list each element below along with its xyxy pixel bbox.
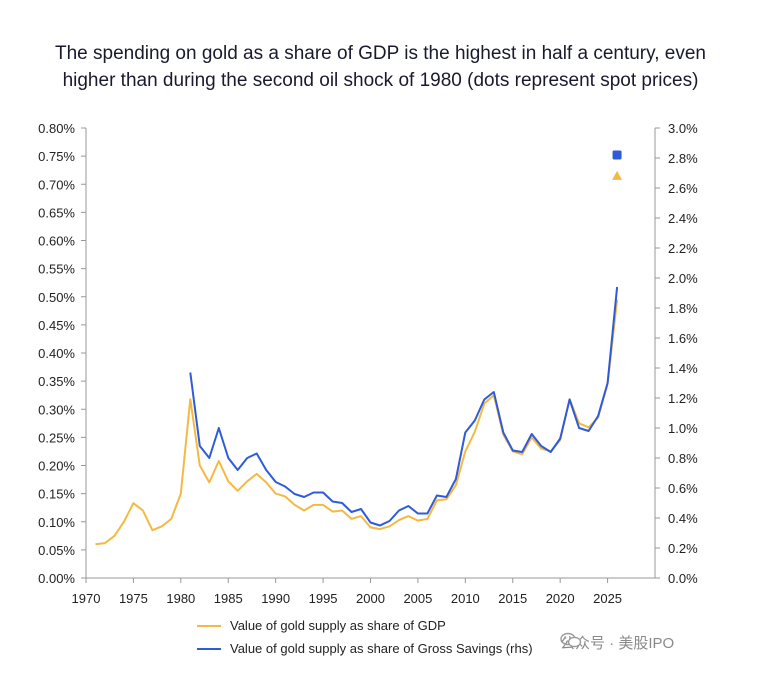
y-right-tick-label: 0.2% <box>668 541 698 556</box>
chart-series <box>95 150 623 546</box>
y-left-tick-label: 0.70% <box>38 177 75 192</box>
y-left-tick-label: 0.40% <box>38 346 75 361</box>
y-right-tick-label: 0.4% <box>668 511 698 526</box>
x-tick-label: 2015 <box>498 591 527 606</box>
y-left-tick-label: 0.50% <box>38 290 75 305</box>
y-left-tick-label: 0.30% <box>38 402 75 417</box>
chart-title-line-2: higher than during the second oil shock … <box>62 70 699 91</box>
x-tick-label: 2010 <box>451 591 480 606</box>
chart-title-line-1: The spending on gold as a share of GDP i… <box>55 43 706 64</box>
savings-spot-marker <box>612 150 622 160</box>
y-left-tick-label: 0.25% <box>38 430 75 445</box>
y-right-tick-label: 1.8% <box>668 301 698 316</box>
y-left-tick-label: 0.75% <box>38 149 75 164</box>
y-left-tick-label: 0.05% <box>38 543 75 558</box>
x-tick-label: 2005 <box>403 591 432 606</box>
y-right-tick-label: 1.4% <box>668 361 698 376</box>
y-right-tick-label: 2.6% <box>668 181 698 196</box>
gdp-share-line <box>95 299 619 546</box>
x-tick-label: 1990 <box>261 591 290 606</box>
y-right-tick-label: 2.2% <box>668 241 698 256</box>
x-tick-label: 1980 <box>166 591 195 606</box>
y-right-tick-label: 0.6% <box>668 481 698 496</box>
chart-title: The spending on gold as a share of GDP i… <box>20 40 741 94</box>
y-right-tick-label: 0.8% <box>668 451 698 466</box>
y-right-tick-label: 1.2% <box>668 391 698 406</box>
x-tick-label: 1975 <box>119 591 148 606</box>
y-left-tick-label: 0.10% <box>38 515 75 530</box>
y-right-tick-label: 0.0% <box>668 571 698 586</box>
wechat-icon <box>560 632 582 648</box>
chart-legend: Value of gold supply as share of GDP Valu… <box>197 618 533 656</box>
x-tick-label: 1985 <box>214 591 243 606</box>
watermark-text: 公众号 · 美股IPO <box>560 635 675 652</box>
y-right-tick-label: 1.6% <box>668 331 698 346</box>
savings-share-line <box>189 286 619 527</box>
x-tick-label: 2000 <box>356 591 385 606</box>
y-left-tick-label: 0.00% <box>38 571 75 586</box>
watermark: 公众号 · 美股IPO <box>560 632 674 653</box>
y-right-tick-label: 1.0% <box>668 421 698 436</box>
y-right-tick-label: 3.0% <box>668 121 698 136</box>
y-left-tick-label: 0.35% <box>38 374 75 389</box>
gdp-spot-marker <box>612 170 623 180</box>
y-left-tick-label: 0.60% <box>38 234 75 249</box>
y-right-tick-label: 2.8% <box>668 151 698 166</box>
x-tick-label: 2025 <box>593 591 622 606</box>
y-left-tick-label: 0.20% <box>38 459 75 474</box>
y-left-tick-label: 0.45% <box>38 318 75 333</box>
x-tick-label: 2020 <box>546 591 575 606</box>
x-tick-label: 1970 <box>72 591 101 606</box>
y-left-tick-label: 0.80% <box>38 121 75 136</box>
legend-label: Value of gold supply as share of GDP <box>230 618 446 633</box>
y-left-tick-label: 0.15% <box>38 487 75 502</box>
chart-axes: 0.00% 0.05% 0.10% 0.15% 0.20% 0.25% 0.30% 0.35%… <box>38 121 698 606</box>
y-right-tick-label: 2.4% <box>668 211 698 226</box>
y-left-tick-label: 0.65% <box>38 205 75 220</box>
y-left-tick-label: 0.55% <box>38 262 75 277</box>
legend-label: Value of gold supply as share of Gross S… <box>230 641 533 656</box>
y-right-tick-label: 2.0% <box>668 271 698 286</box>
x-tick-label: 1995 <box>309 591 338 606</box>
